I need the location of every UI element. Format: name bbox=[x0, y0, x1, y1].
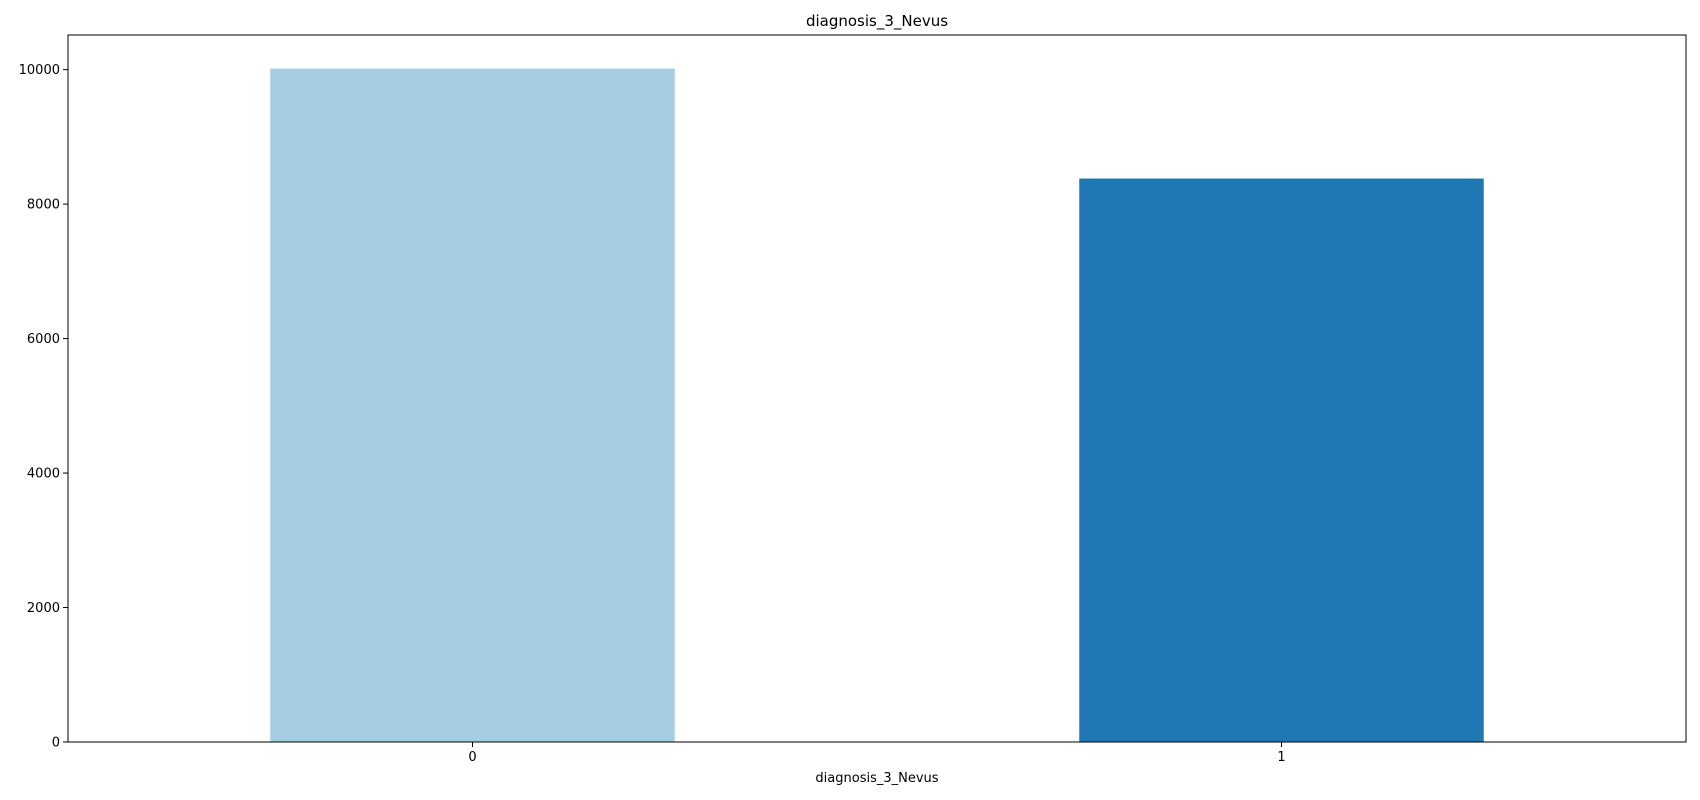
plot-area: 0 2000 4000 6000 8000 10000 0 1 bbox=[19, 34, 1687, 765]
x-tick-label: 1 bbox=[1277, 750, 1285, 765]
y-tick-label: 8000 bbox=[27, 198, 60, 213]
y-tick-label: 4000 bbox=[27, 467, 60, 482]
y-tick-label: 2000 bbox=[27, 601, 60, 616]
y-tick-label: 6000 bbox=[27, 332, 60, 347]
bar-1 bbox=[1079, 178, 1484, 743]
chart-title: diagnosis_3_Nevus bbox=[806, 12, 948, 31]
bar-0 bbox=[270, 68, 675, 742]
x-tick-label: 0 bbox=[468, 750, 476, 765]
plot-frame bbox=[67, 34, 1687, 743]
y-tick-label: 10000 bbox=[19, 63, 60, 78]
x-axis-label: diagnosis_3_Nevus bbox=[815, 771, 938, 786]
y-tick-label: 0 bbox=[52, 736, 60, 751]
